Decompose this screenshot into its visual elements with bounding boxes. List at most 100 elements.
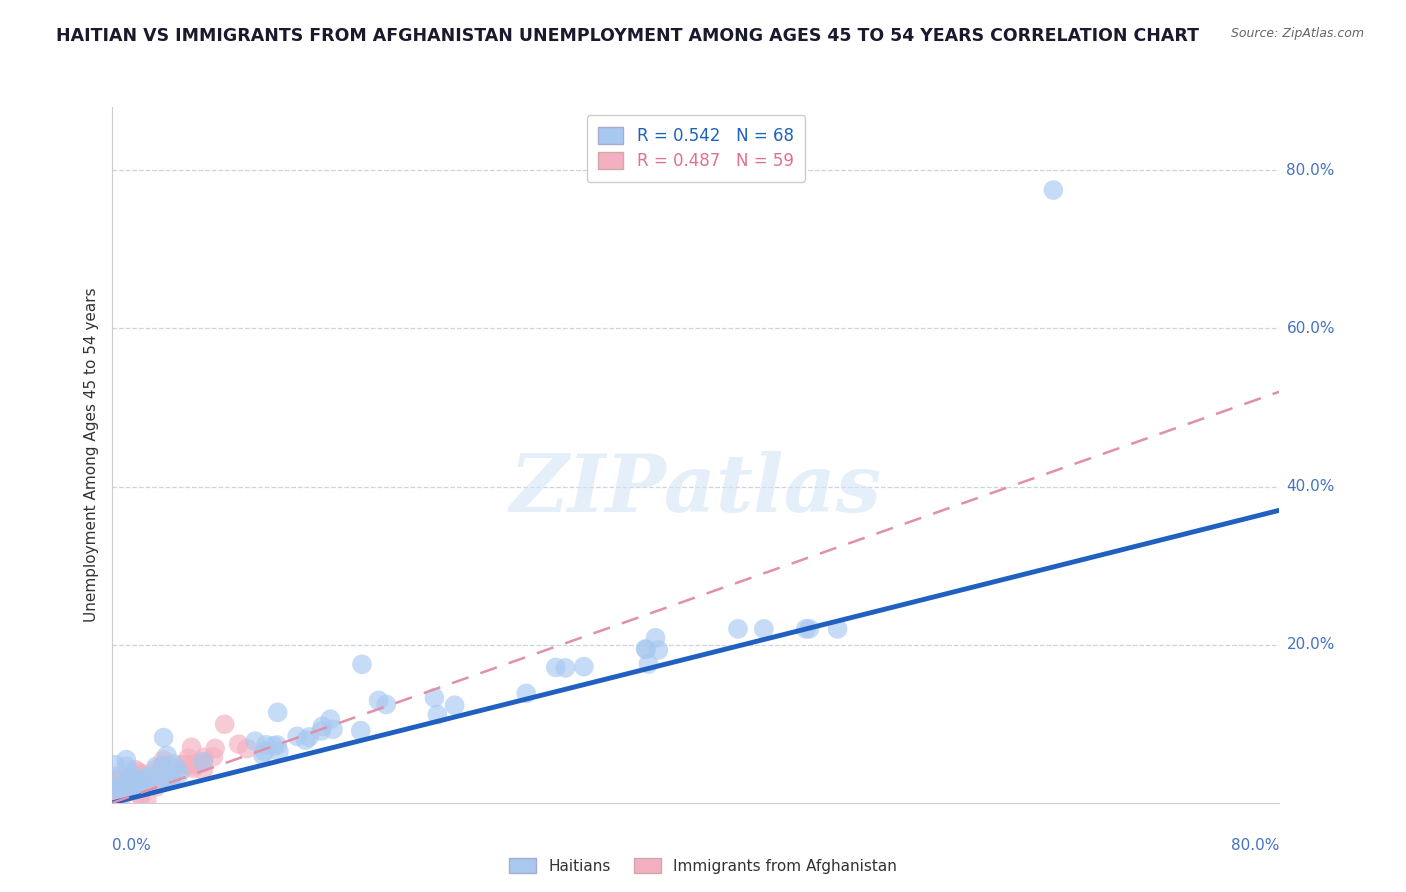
Legend: Haitians, Immigrants from Afghanistan: Haitians, Immigrants from Afghanistan bbox=[502, 852, 904, 880]
Point bbox=[266, 738, 288, 752]
Point bbox=[117, 773, 139, 788]
Point bbox=[634, 641, 657, 656]
Point bbox=[122, 780, 145, 795]
Point bbox=[118, 771, 141, 785]
Point bbox=[794, 622, 817, 636]
Point bbox=[236, 741, 259, 756]
Point bbox=[120, 782, 142, 797]
Point bbox=[156, 748, 179, 763]
Point bbox=[115, 780, 138, 795]
Point bbox=[322, 723, 344, 737]
Point bbox=[104, 769, 127, 783]
Point bbox=[319, 712, 342, 726]
Point bbox=[108, 785, 131, 799]
Point bbox=[156, 772, 179, 787]
Point bbox=[172, 763, 194, 777]
Point bbox=[121, 772, 143, 786]
Point bbox=[120, 782, 142, 797]
Point bbox=[426, 707, 449, 722]
Point bbox=[139, 770, 162, 784]
Point bbox=[727, 622, 749, 636]
Point bbox=[105, 782, 128, 797]
Point bbox=[193, 750, 215, 764]
Point bbox=[180, 740, 202, 755]
Point bbox=[128, 788, 150, 802]
Point bbox=[138, 776, 160, 790]
Text: 80.0%: 80.0% bbox=[1286, 163, 1334, 178]
Point bbox=[214, 717, 236, 731]
Point bbox=[799, 622, 821, 636]
Point bbox=[515, 686, 537, 700]
Text: 60.0%: 60.0% bbox=[1286, 321, 1334, 336]
Point bbox=[103, 793, 125, 807]
Point bbox=[104, 794, 127, 808]
Point bbox=[245, 734, 267, 748]
Point bbox=[193, 755, 215, 769]
Point bbox=[160, 773, 183, 788]
Point bbox=[572, 659, 595, 673]
Point bbox=[101, 776, 124, 790]
Point bbox=[128, 778, 150, 792]
Point bbox=[636, 642, 658, 657]
Point bbox=[118, 771, 141, 785]
Text: 20.0%: 20.0% bbox=[1286, 637, 1334, 652]
Point bbox=[129, 777, 152, 791]
Point bbox=[115, 782, 138, 797]
Point bbox=[267, 745, 290, 759]
Point bbox=[115, 753, 138, 767]
Point bbox=[375, 698, 398, 712]
Point bbox=[150, 760, 173, 774]
Point bbox=[169, 766, 191, 780]
Point bbox=[107, 788, 129, 802]
Point bbox=[121, 773, 143, 788]
Point bbox=[115, 759, 138, 773]
Point bbox=[103, 772, 125, 786]
Point bbox=[127, 775, 149, 789]
Text: 0.0%: 0.0% bbox=[112, 838, 152, 854]
Point bbox=[104, 790, 127, 805]
Point bbox=[104, 780, 127, 795]
Point bbox=[252, 747, 274, 762]
Point bbox=[145, 759, 167, 773]
Point bbox=[367, 693, 389, 707]
Point bbox=[152, 753, 174, 767]
Point bbox=[752, 622, 775, 636]
Point bbox=[124, 775, 146, 789]
Point bbox=[111, 776, 134, 790]
Point bbox=[152, 758, 174, 772]
Point bbox=[121, 766, 143, 780]
Point bbox=[121, 778, 143, 792]
Point bbox=[544, 660, 567, 674]
Point bbox=[127, 764, 149, 779]
Point bbox=[104, 781, 127, 796]
Point bbox=[311, 719, 333, 733]
Point bbox=[165, 761, 187, 775]
Point bbox=[285, 730, 308, 744]
Text: 80.0%: 80.0% bbox=[1232, 838, 1279, 854]
Point bbox=[134, 772, 156, 787]
Point bbox=[112, 774, 135, 789]
Point bbox=[827, 622, 849, 636]
Point bbox=[253, 745, 276, 759]
Point bbox=[266, 706, 288, 720]
Point bbox=[254, 738, 277, 752]
Point bbox=[294, 733, 316, 747]
Point bbox=[152, 770, 174, 784]
Point bbox=[111, 790, 134, 805]
Point bbox=[193, 763, 215, 777]
Point bbox=[202, 749, 225, 764]
Point bbox=[110, 771, 132, 785]
Text: Source: ZipAtlas.com: Source: ZipAtlas.com bbox=[1230, 27, 1364, 40]
Point bbox=[177, 751, 200, 765]
Point bbox=[124, 763, 146, 777]
Point bbox=[174, 757, 197, 772]
Text: HAITIAN VS IMMIGRANTS FROM AFGHANISTAN UNEMPLOYMENT AMONG AGES 45 TO 54 YEARS CO: HAITIAN VS IMMIGRANTS FROM AFGHANISTAN U… bbox=[56, 27, 1199, 45]
Point bbox=[647, 643, 669, 657]
Point bbox=[104, 757, 127, 772]
Point bbox=[350, 657, 373, 672]
Point bbox=[181, 761, 204, 775]
Point bbox=[131, 766, 153, 780]
Point bbox=[111, 776, 134, 790]
Point bbox=[191, 755, 214, 769]
Point bbox=[103, 778, 125, 792]
